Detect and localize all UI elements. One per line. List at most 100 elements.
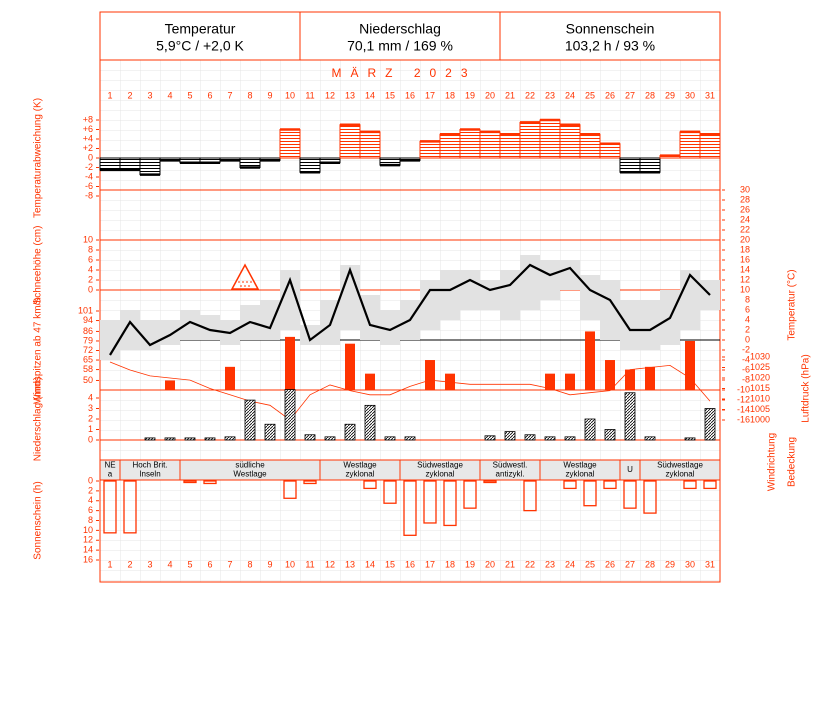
- day-label: 1: [107, 559, 112, 569]
- precip-bar: [204, 437, 216, 441]
- sunshine-bar: [583, 480, 597, 507]
- day-label: 28: [645, 559, 655, 569]
- y-tick-label: 2: [745, 324, 750, 334]
- temperature-range: [580, 275, 600, 320]
- y-tick-label: -4: [85, 171, 93, 181]
- y-tick-label: 8: [88, 244, 93, 254]
- day-label: 30: [685, 559, 695, 569]
- y-tick-label: 1030: [750, 351, 770, 361]
- precip-bar: [344, 423, 356, 441]
- weather-type-label: südliche: [235, 461, 265, 470]
- day-label: 30: [685, 90, 695, 100]
- temperature-range: [500, 270, 520, 320]
- precip-bar: [164, 437, 176, 441]
- weather-type-label: U: [627, 465, 633, 474]
- y-tick-label: 6: [745, 304, 750, 314]
- y-tick-label: -6: [742, 364, 750, 374]
- sunshine-bar: [363, 480, 377, 490]
- sunshine-bar: [283, 480, 297, 499]
- y-tick-label: +2: [83, 143, 93, 153]
- y-tick-label: -12: [737, 394, 750, 404]
- deviation-bar: [439, 133, 461, 159]
- sunshine-bar: [383, 480, 397, 504]
- temperature-range: [620, 300, 640, 350]
- day-label: 11: [305, 559, 314, 569]
- precip-bar: [284, 389, 296, 441]
- y-tick-label: 14: [740, 264, 750, 274]
- day-label: 2: [127, 559, 132, 569]
- precip-bar: [704, 408, 716, 441]
- temperature-range: [380, 310, 400, 345]
- temperature-range: [160, 320, 180, 345]
- temperature-range: [260, 300, 280, 340]
- precip-bar: [624, 392, 636, 441]
- weather-type-cell: [639, 459, 721, 481]
- y-tick-label: 79: [83, 335, 93, 345]
- day-label: 31: [705, 559, 715, 569]
- y-tick-label: -8: [85, 190, 93, 200]
- deviation-bar: [499, 133, 521, 159]
- day-label: 5: [187, 559, 192, 569]
- temperature-range: [200, 315, 220, 340]
- weather-type-label: zyklonal: [666, 470, 695, 479]
- weather-type-label: Hoch Brit.: [132, 461, 167, 470]
- day-label: 20: [485, 90, 495, 100]
- sunshine-bar: [183, 480, 197, 484]
- day-label: 14: [365, 559, 375, 569]
- y-tick-label: 4: [745, 314, 750, 324]
- temperature-range: [560, 260, 580, 290]
- weather-type-label: NE: [104, 461, 115, 470]
- temperature-range: [300, 325, 320, 345]
- deviation-bar: [299, 157, 321, 173]
- day-label: 7: [227, 90, 232, 100]
- precip-bar: [544, 436, 556, 441]
- temperature-range: [440, 270, 460, 320]
- temperature-range: [520, 255, 540, 310]
- y-tick-label: 101: [78, 305, 93, 315]
- day-label: 8: [247, 90, 252, 100]
- sunshine-bar: [603, 480, 617, 490]
- temperature-range: [120, 310, 140, 350]
- y-tick-label: 1020: [750, 372, 770, 382]
- day-label: 24: [565, 559, 575, 569]
- deviation-bar: [459, 129, 481, 159]
- sunshine-bar: [643, 480, 657, 514]
- weather-type-label: a: [108, 470, 113, 479]
- day-label: 10: [285, 559, 295, 569]
- precip-bar: [504, 431, 516, 441]
- axis-title: Temperaturabweichung (K): [33, 98, 44, 218]
- sunshine-bar: [203, 480, 217, 485]
- temperature-range: [640, 300, 660, 350]
- gust-bar: [585, 331, 595, 390]
- temperature-range: [460, 270, 480, 310]
- precip-bar: [264, 423, 276, 441]
- gust-bar: [645, 366, 655, 390]
- precip-bar: [644, 436, 656, 441]
- sunshine-bar: [563, 480, 577, 490]
- gust-bar: [345, 343, 355, 390]
- gust-bar: [685, 340, 695, 390]
- precip-bar: [384, 436, 396, 441]
- y-tick-label: 24: [740, 214, 750, 224]
- day-label: 15: [385, 90, 395, 100]
- y-tick-label: 14: [83, 545, 93, 555]
- day-label: 3: [147, 90, 152, 100]
- day-label: 13: [345, 90, 355, 100]
- precip-bar: [324, 436, 336, 441]
- axis-title: Schneehöhe (cm): [33, 226, 44, 305]
- day-label: 2: [127, 90, 132, 100]
- day-label: 25: [585, 559, 595, 569]
- day-label: 19: [465, 90, 475, 100]
- day-label: 14: [365, 90, 375, 100]
- y-tick-label: 26: [740, 204, 750, 214]
- day-label: 18: [445, 90, 455, 100]
- weather-type-label: zyklonal: [346, 470, 375, 479]
- gust-bar: [225, 366, 235, 390]
- deviation-bar: [679, 131, 701, 159]
- day-label: 23: [545, 90, 555, 100]
- pressure-line: [109, 361, 711, 421]
- sunshine-bar: [683, 480, 697, 490]
- deviation-bar: [339, 124, 361, 159]
- y-tick-label: -2: [742, 344, 750, 354]
